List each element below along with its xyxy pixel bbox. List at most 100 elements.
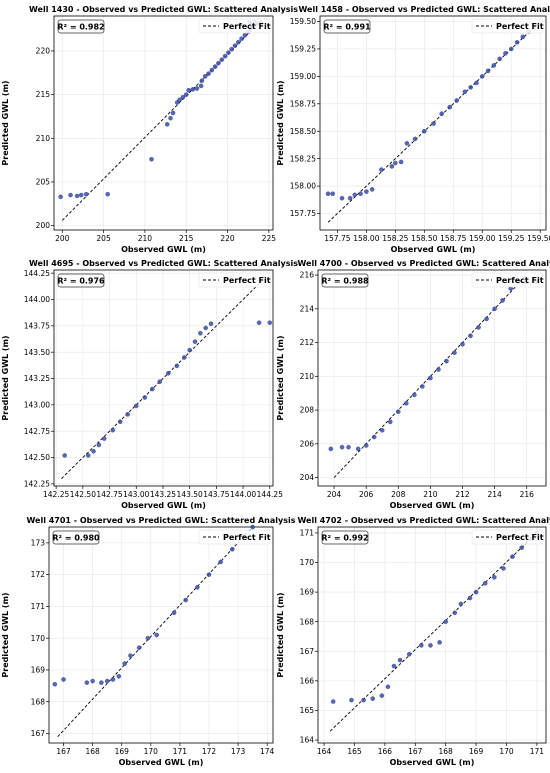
perfect-fit-line bbox=[61, 278, 265, 479]
data-point bbox=[468, 333, 473, 339]
x-tick-label: 169 bbox=[115, 747, 130, 756]
data-point bbox=[361, 697, 366, 703]
data-point bbox=[473, 589, 479, 595]
y-tick-label: 144.00 bbox=[24, 295, 50, 304]
data-point bbox=[166, 371, 171, 376]
data-point bbox=[492, 306, 497, 312]
panel-title: Well 1458 - Observed vs Predicted GWL: S… bbox=[298, 5, 550, 14]
data-point bbox=[216, 60, 221, 66]
data-point bbox=[186, 87, 191, 93]
data-point bbox=[85, 453, 91, 458]
data-point bbox=[171, 610, 177, 616]
x-tick-label: 167 bbox=[56, 747, 71, 756]
data-point bbox=[101, 436, 107, 441]
data-point bbox=[195, 585, 200, 590]
data-point bbox=[462, 89, 468, 94]
data-point bbox=[61, 677, 66, 682]
data-point bbox=[199, 78, 205, 83]
data-point bbox=[74, 193, 80, 199]
y-tick-label: 170 bbox=[31, 634, 46, 643]
x-tick-label: 143.50 bbox=[177, 490, 203, 499]
x-axis-label: Observed GWL (m) bbox=[121, 501, 206, 510]
data-point bbox=[209, 67, 215, 73]
data-point bbox=[116, 674, 122, 679]
data-point bbox=[347, 195, 353, 201]
data-point bbox=[90, 678, 95, 684]
data-point bbox=[219, 57, 225, 62]
data-point bbox=[180, 94, 186, 100]
x-tick-label: 159.25 bbox=[498, 234, 524, 243]
x-tick-label: 142.50 bbox=[70, 490, 96, 499]
legend-frame bbox=[471, 272, 544, 288]
y-tick-label: 214 bbox=[300, 304, 315, 313]
data-point bbox=[412, 136, 418, 142]
data-point bbox=[437, 640, 442, 645]
x-tick-label: 200 bbox=[55, 234, 70, 243]
data-point bbox=[96, 442, 102, 448]
x-tick-label: 144.00 bbox=[230, 490, 256, 499]
plot-frame bbox=[53, 269, 274, 487]
y-axis-label: Predicted GWL (m) bbox=[1, 80, 10, 165]
data-point bbox=[104, 678, 110, 684]
x-tick-label: 170 bbox=[144, 747, 159, 756]
data-point bbox=[236, 39, 241, 45]
data-point bbox=[379, 167, 384, 172]
r2-value: R² = 0.991 bbox=[323, 23, 371, 32]
data-point bbox=[439, 111, 444, 116]
data-point bbox=[500, 298, 505, 303]
data-point bbox=[355, 446, 361, 452]
y-tick-label: 159.50 bbox=[290, 17, 316, 26]
x-tick-label: 172 bbox=[202, 747, 217, 756]
x-tick-label: 159.00 bbox=[469, 234, 495, 243]
data-point bbox=[474, 80, 479, 86]
x-tick-label: 206 bbox=[359, 490, 374, 499]
x-tick-label: 173 bbox=[231, 747, 246, 756]
data-point bbox=[391, 663, 397, 669]
y-tick-label: 143.25 bbox=[24, 374, 50, 383]
data-point bbox=[242, 32, 248, 38]
r2-value: R² = 0.992 bbox=[321, 534, 368, 543]
legend-label: Perfect Fit bbox=[223, 22, 271, 31]
data-point bbox=[452, 350, 457, 355]
x-tick-label: 157.75 bbox=[324, 234, 350, 243]
data-point bbox=[358, 191, 363, 197]
r2-value: R² = 0.982 bbox=[57, 23, 104, 32]
legend-label: Perfect Fit bbox=[223, 276, 271, 285]
plot-frame bbox=[317, 269, 547, 487]
data-point bbox=[422, 128, 427, 134]
data-point bbox=[404, 141, 410, 146]
y-tick-label: 215 bbox=[36, 90, 51, 99]
y-tick-label: 208 bbox=[300, 406, 315, 415]
r2-box: R² = 0.982 bbox=[57, 19, 105, 34]
x-axis-label: Observed GWL (m) bbox=[391, 245, 476, 254]
data-point bbox=[105, 191, 110, 197]
data-point bbox=[125, 412, 130, 417]
data-point bbox=[396, 409, 401, 414]
x-tick-label: 210 bbox=[138, 234, 153, 243]
y-tick-label: 210 bbox=[36, 134, 51, 143]
perfect-fit-line bbox=[61, 20, 261, 221]
data-point bbox=[91, 448, 96, 454]
x-tick-label: 220 bbox=[220, 234, 235, 243]
data-point bbox=[142, 395, 148, 400]
data-point bbox=[444, 358, 449, 364]
data-point bbox=[136, 645, 142, 650]
x-tick-label: 225 bbox=[262, 234, 277, 243]
data-point bbox=[467, 595, 473, 601]
data-point bbox=[187, 347, 192, 353]
y-axis-label: Predicted GWL (m) bbox=[1, 592, 10, 677]
data-point bbox=[379, 428, 385, 433]
data-point bbox=[436, 367, 441, 372]
data-point bbox=[491, 63, 497, 68]
legend-frame bbox=[198, 529, 271, 545]
data-point bbox=[206, 572, 212, 577]
x-tick-label: 142.75 bbox=[96, 490, 122, 499]
y-tick-label: 143.75 bbox=[24, 321, 50, 330]
y-tick-label: 210 bbox=[300, 372, 315, 381]
data-point bbox=[229, 46, 234, 52]
y-tick-label: 157.75 bbox=[290, 209, 316, 218]
data-point bbox=[182, 355, 187, 360]
y-tick-label: 167 bbox=[31, 729, 46, 738]
data-point bbox=[363, 443, 369, 448]
plot-frame bbox=[53, 15, 274, 231]
